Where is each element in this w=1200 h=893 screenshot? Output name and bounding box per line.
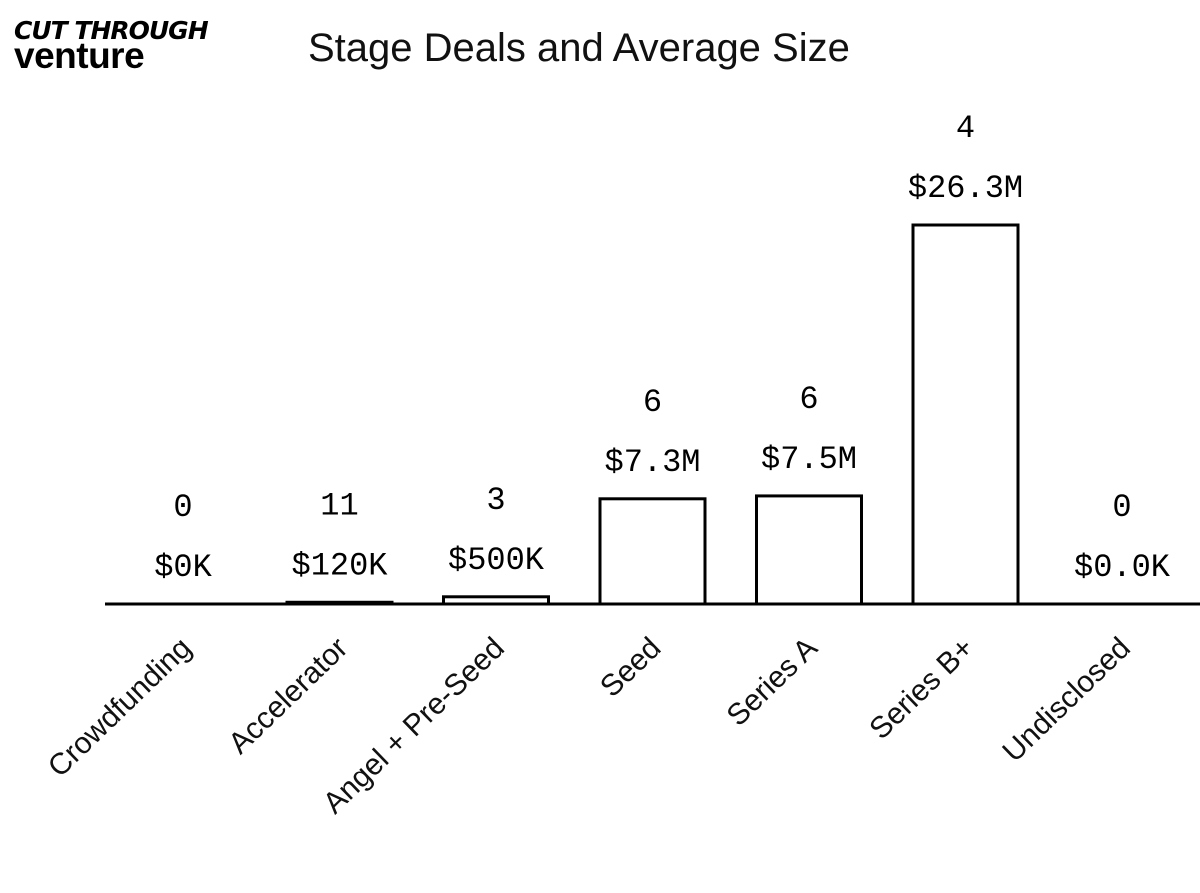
value-label: $0.0K <box>1074 549 1171 586</box>
category-label: Crowdfunding <box>42 631 198 783</box>
deal-count-label: 11 <box>320 487 358 524</box>
deal-count-label: 4 <box>956 110 975 147</box>
value-label: $7.5M <box>761 441 857 478</box>
value-label: $26.3M <box>908 170 1023 207</box>
logo-line2: venture <box>14 35 145 76</box>
bar <box>598 497 707 606</box>
deal-count-label: 0 <box>173 489 192 526</box>
category-label: Seed <box>594 631 667 703</box>
category-label: Undisclosed <box>996 631 1136 768</box>
chart-title: Stage Deals and Average Size <box>308 26 850 70</box>
deal-count-label: 3 <box>486 482 505 519</box>
value-label: $500K <box>448 542 545 579</box>
value-label: $0K <box>154 549 212 586</box>
category-label: Series A <box>721 631 824 732</box>
category-label: Series B+ <box>863 631 980 746</box>
value-label: $7.3M <box>604 444 700 481</box>
value-label: $120K <box>291 547 388 584</box>
logo: CUT THROUGH venture <box>14 16 209 76</box>
deal-count-label: 6 <box>799 381 818 418</box>
deal-count-label: 6 <box>643 384 662 421</box>
logo-line1: CUT THROUGH <box>14 16 209 45</box>
bar <box>911 223 1020 606</box>
category-label: Accelerator <box>222 631 354 760</box>
deal-count-label: 0 <box>1112 489 1131 526</box>
bar <box>755 494 863 606</box>
